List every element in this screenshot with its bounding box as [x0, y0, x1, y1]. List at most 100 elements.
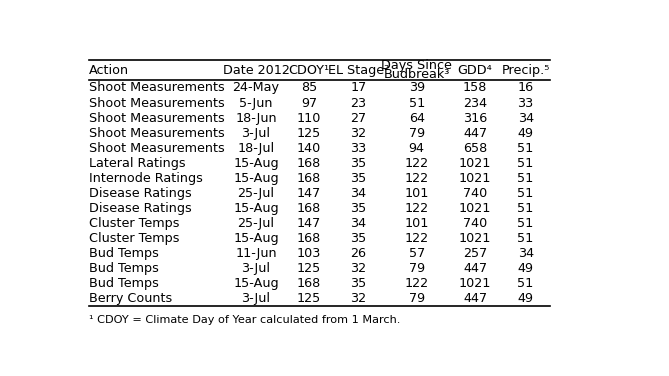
Text: 51: 51	[409, 97, 425, 109]
Text: 33: 33	[518, 97, 534, 109]
Text: 15-Aug: 15-Aug	[233, 202, 279, 215]
Text: 101: 101	[405, 217, 429, 230]
Text: 39: 39	[409, 82, 425, 94]
Text: 23: 23	[351, 97, 367, 109]
Text: 168: 168	[297, 172, 321, 185]
Text: ¹ CDOY = Climate Day of Year calculated from 1 March.: ¹ CDOY = Climate Day of Year calculated …	[89, 315, 400, 325]
Text: 234: 234	[463, 97, 487, 109]
Text: 125: 125	[297, 292, 321, 305]
Text: 740: 740	[463, 187, 487, 200]
Text: 125: 125	[297, 127, 321, 139]
Text: 34: 34	[518, 247, 534, 260]
Text: 1021: 1021	[459, 232, 491, 245]
Text: 79: 79	[409, 262, 425, 275]
Text: 447: 447	[463, 127, 487, 139]
Text: 35: 35	[351, 232, 367, 245]
Text: 15-Aug: 15-Aug	[233, 172, 279, 185]
Text: Precip.⁵: Precip.⁵	[502, 64, 550, 77]
Text: 3-Jul: 3-Jul	[242, 292, 270, 305]
Text: Action: Action	[89, 64, 129, 77]
Text: 168: 168	[297, 232, 321, 245]
Text: EL Stage²: EL Stage²	[328, 64, 389, 77]
Text: 110: 110	[297, 112, 321, 124]
Text: 34: 34	[351, 217, 367, 230]
Text: Lateral Ratings: Lateral Ratings	[89, 157, 185, 170]
Text: Shoot Measurements: Shoot Measurements	[89, 82, 225, 94]
Text: 447: 447	[463, 292, 487, 305]
Text: 51: 51	[518, 277, 534, 290]
Text: 85: 85	[301, 82, 317, 94]
Text: 740: 740	[463, 217, 487, 230]
Text: 168: 168	[297, 202, 321, 215]
Text: 18-Jul: 18-Jul	[237, 142, 274, 155]
Text: Berry Counts: Berry Counts	[89, 292, 172, 305]
Text: 18-Jun: 18-Jun	[235, 112, 277, 124]
Text: 1021: 1021	[459, 172, 491, 185]
Text: 94: 94	[409, 142, 425, 155]
Text: 257: 257	[463, 247, 487, 260]
Text: 147: 147	[297, 187, 321, 200]
Text: Budbreak³: Budbreak³	[383, 68, 450, 81]
Text: 3-Jul: 3-Jul	[242, 127, 270, 139]
Text: 5-Jun: 5-Jun	[240, 97, 273, 109]
Text: 16: 16	[518, 82, 534, 94]
Text: 35: 35	[351, 202, 367, 215]
Text: 26: 26	[351, 247, 367, 260]
Text: 32: 32	[351, 262, 367, 275]
Text: 32: 32	[351, 292, 367, 305]
Text: 51: 51	[518, 172, 534, 185]
Text: Cluster Temps: Cluster Temps	[89, 217, 179, 230]
Text: 103: 103	[297, 247, 321, 260]
Text: 140: 140	[297, 142, 321, 155]
Text: 122: 122	[405, 202, 429, 215]
Text: 51: 51	[518, 202, 534, 215]
Text: 57: 57	[409, 247, 425, 260]
Text: 168: 168	[297, 157, 321, 170]
Text: 51: 51	[518, 217, 534, 230]
Text: 158: 158	[463, 82, 487, 94]
Text: 17: 17	[351, 82, 367, 94]
Text: 316: 316	[463, 112, 487, 124]
Text: 51: 51	[518, 157, 534, 170]
Text: 3-Jul: 3-Jul	[242, 262, 270, 275]
Text: 49: 49	[518, 262, 534, 275]
Text: Internode Ratings: Internode Ratings	[89, 172, 203, 185]
Text: 64: 64	[409, 112, 425, 124]
Text: 25-Jul: 25-Jul	[237, 217, 274, 230]
Text: 658: 658	[463, 142, 487, 155]
Text: 147: 147	[297, 217, 321, 230]
Text: Shoot Measurements: Shoot Measurements	[89, 97, 225, 109]
Text: 35: 35	[351, 277, 367, 290]
Text: 35: 35	[351, 172, 367, 185]
Text: Shoot Measurements: Shoot Measurements	[89, 112, 225, 124]
Text: 35: 35	[351, 157, 367, 170]
Text: Disease Ratings: Disease Ratings	[89, 187, 191, 200]
Text: 25-Jul: 25-Jul	[237, 187, 274, 200]
Text: Shoot Measurements: Shoot Measurements	[89, 127, 225, 139]
Text: 33: 33	[351, 142, 367, 155]
Text: Shoot Measurements: Shoot Measurements	[89, 142, 225, 155]
Text: Bud Temps: Bud Temps	[89, 262, 159, 275]
Text: 24-May: 24-May	[233, 82, 280, 94]
Text: Date 2012: Date 2012	[223, 64, 290, 77]
Text: Bud Temps: Bud Temps	[89, 277, 159, 290]
Text: 49: 49	[518, 292, 534, 305]
Text: GDD⁴: GDD⁴	[458, 64, 492, 77]
Text: 168: 168	[297, 277, 321, 290]
Text: 101: 101	[405, 187, 429, 200]
Text: CDOY¹: CDOY¹	[288, 64, 330, 77]
Text: 34: 34	[518, 112, 534, 124]
Text: Disease Ratings: Disease Ratings	[89, 202, 191, 215]
Text: 97: 97	[301, 97, 317, 109]
Text: 34: 34	[351, 187, 367, 200]
Text: 122: 122	[405, 277, 429, 290]
Text: Days Since: Days Since	[381, 59, 452, 72]
Text: 51: 51	[518, 232, 534, 245]
Text: 122: 122	[405, 172, 429, 185]
Text: 122: 122	[405, 157, 429, 170]
Text: 1021: 1021	[459, 277, 491, 290]
Text: 79: 79	[409, 127, 425, 139]
Text: 447: 447	[463, 262, 487, 275]
Text: Bud Temps: Bud Temps	[89, 247, 159, 260]
Text: 1021: 1021	[459, 202, 491, 215]
